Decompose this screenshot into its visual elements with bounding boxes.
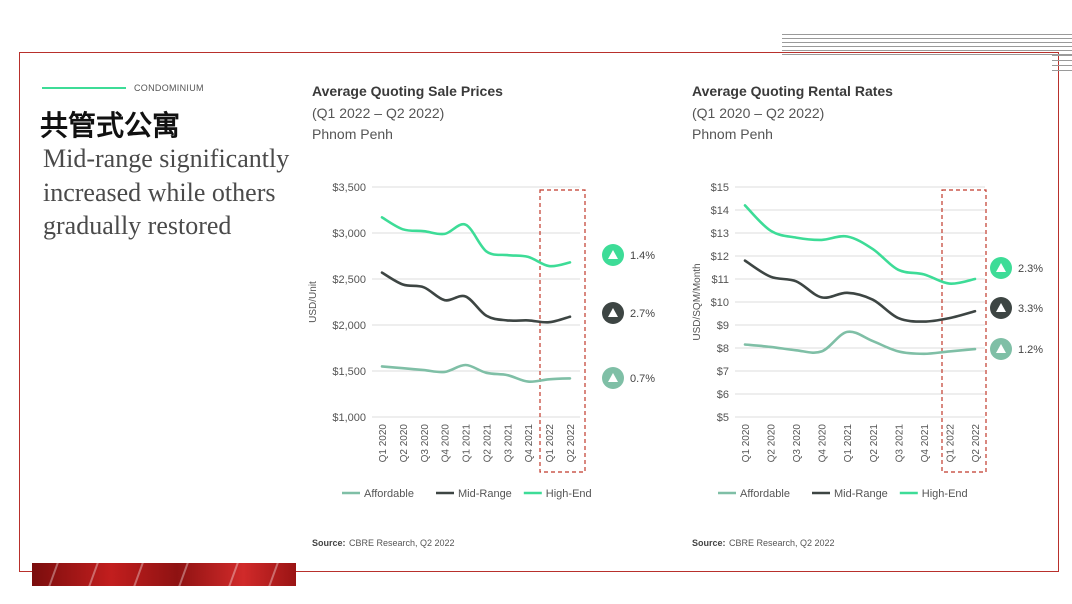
chinese-title: 共管式公寓	[40, 109, 181, 142]
slide-frame	[19, 52, 1059, 572]
x-tick-label-sale: Q4 2020	[441, 424, 452, 463]
y-tick-label-sale: $1,500	[332, 366, 366, 378]
y-tick-label-rental: $10	[711, 297, 729, 309]
change-badge-label-sale: 1.4%	[630, 250, 655, 262]
x-tick-label-rental: Q1 2022	[945, 424, 956, 463]
category-row: CONDOMINIUM	[42, 83, 204, 93]
legend-label-sale: Mid-Range	[458, 488, 512, 500]
y-tick-label-sale: $1,000	[332, 412, 366, 424]
x-tick-label-sale: Q2 2020	[399, 424, 410, 463]
chart-subtitle-sale: (Q1 2022 – Q2 2022)	[312, 105, 444, 121]
y-tick-label-rental: $14	[711, 205, 729, 217]
source-text-rental: CBRE Research, Q2 2022	[729, 538, 835, 548]
highlight-box-rental	[941, 189, 987, 473]
y-tick-label-rental: $6	[717, 389, 729, 401]
y-tick-label-sale: $3,500	[332, 182, 366, 194]
up-arrow-icon	[608, 250, 618, 259]
series-line-rental-high-end	[743, 204, 977, 285]
y-tick-label-sale: $3,000	[332, 228, 366, 240]
chart-title-rental: Average Quoting Rental Rates	[692, 83, 893, 99]
x-tick-label-rental: Q1 2020	[741, 424, 752, 463]
y-tick-label-rental: $7	[717, 366, 729, 378]
change-badge-label-sale: 2.7%	[630, 308, 655, 320]
source-text-sale: CBRE Research, Q2 2022	[349, 538, 455, 548]
legend-label-rental: Affordable	[740, 488, 790, 500]
highlight-box-sale	[539, 189, 586, 473]
up-arrow-icon	[608, 373, 618, 382]
decorative-lines-right	[1052, 50, 1072, 78]
x-tick-label-sale: Q1 2022	[545, 424, 556, 463]
category-accent-line	[42, 87, 126, 89]
x-tick-label-rental: Q3 2021	[894, 424, 905, 463]
legend-label-sale: High-End	[546, 488, 592, 500]
x-tick-label-sale: Q2 2022	[566, 424, 577, 463]
up-arrow-icon	[996, 344, 1006, 353]
up-arrow-icon	[996, 263, 1006, 272]
up-arrow-icon	[996, 303, 1006, 312]
y-tick-label-rental: $5	[717, 412, 729, 424]
legend-label-rental: High-End	[922, 488, 968, 500]
y-tick-label-rental: $13	[711, 228, 729, 240]
series-line-rental-affordable	[743, 330, 977, 356]
change-badge-label-rental: 2.3%	[1018, 263, 1043, 275]
chart-subtitle-rental: (Q1 2020 – Q2 2022)	[692, 105, 824, 121]
chart-location-sale: Phnom Penh	[312, 126, 393, 142]
change-badge-label-sale: 0.7%	[630, 373, 655, 385]
up-arrow-icon	[608, 308, 618, 317]
x-tick-label-sale: Q1 2021	[462, 424, 473, 463]
y-tick-label-rental: $15	[711, 182, 729, 194]
decorative-lines	[782, 34, 1072, 74]
x-tick-label-sale: Q3 2021	[503, 424, 514, 463]
chart-location-rental: Phnom Penh	[692, 126, 773, 142]
series-line-rental-mid-range	[743, 259, 977, 323]
x-tick-label-sale: Q1 2020	[378, 424, 389, 463]
x-tick-label-sale: Q4 2021	[524, 424, 535, 463]
category-label: CONDOMINIUM	[134, 83, 204, 93]
series-line-sale-affordable	[380, 363, 572, 384]
english-headline: Mid-range significantly increased while …	[43, 144, 290, 240]
series-line-sale-high-end	[380, 216, 572, 268]
red-decorative-band	[32, 563, 296, 586]
source-label-rental: Source:	[692, 538, 726, 548]
series-line-sale-mid-range	[380, 271, 572, 324]
y-axis-label-sale: USD/Unit	[308, 281, 319, 323]
legend-label-sale: Affordable	[364, 488, 414, 500]
chart-title-sale: Average Quoting Sale Prices	[312, 83, 503, 99]
x-tick-label-sale: Q2 2021	[482, 424, 493, 463]
y-tick-label-rental: $9	[717, 320, 729, 332]
x-tick-label-rental: Q2 2022	[971, 424, 982, 463]
y-tick-label-rental: $8	[717, 343, 729, 355]
source-label-sale: Source:	[312, 538, 346, 548]
y-tick-label-sale: $2,500	[332, 274, 366, 286]
x-tick-label-rental: Q2 2021	[869, 424, 880, 463]
y-tick-label-rental: $12	[711, 251, 729, 263]
x-tick-label-rental: Q4 2021	[920, 424, 931, 463]
y-axis-label-rental: USD/SQM/Month	[692, 263, 703, 340]
change-badge-label-rental: 3.3%	[1018, 303, 1043, 315]
x-tick-label-rental: Q3 2020	[792, 424, 803, 463]
x-tick-label-sale: Q3 2020	[420, 424, 431, 463]
x-tick-label-rental: Q2 2020	[767, 424, 778, 463]
x-tick-label-rental: Q1 2021	[843, 424, 854, 463]
change-badge-label-rental: 1.2%	[1018, 344, 1043, 356]
x-tick-label-rental: Q4 2020	[818, 424, 829, 463]
y-tick-label-sale: $2,000	[332, 320, 366, 332]
legend-label-rental: Mid-Range	[834, 488, 888, 500]
y-tick-label-rental: $11	[711, 274, 729, 286]
